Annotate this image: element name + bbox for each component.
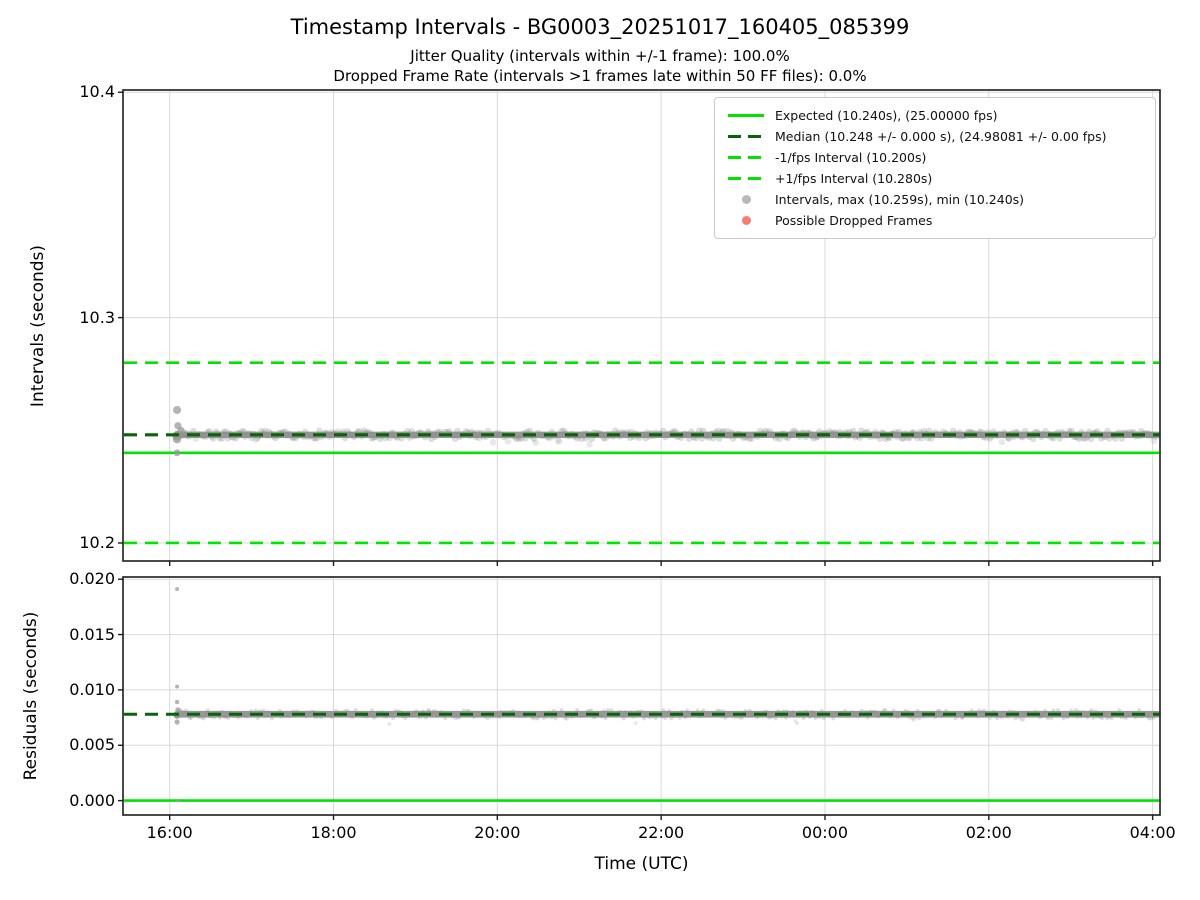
subtitle-jitter-quality: Jitter Quality (intervals within +/-1 fr… [410, 47, 790, 65]
legend-item-expected: Expected (10.240s), (25.00000 fps) [723, 105, 1149, 126]
x-tick-label: 04:00 [1129, 823, 1176, 842]
x-tick-label: 02:00 [965, 823, 1012, 842]
legend-item-median: Median (10.248 +/- 0.000 s), (24.98081 +… [723, 126, 1149, 147]
minus-1fps-line-marker [723, 156, 769, 159]
legend-item-dropped-frames: Possible Dropped Frames [723, 210, 1149, 231]
y-tick-label: 0.005 [69, 735, 115, 755]
x-tick-label: 20:00 [474, 823, 521, 842]
y-tick-label: 0.015 [69, 624, 115, 644]
legend-item-plus-1fps: +1/fps Interval (10.280s) [723, 168, 1149, 189]
legend-item-intervals: Intervals, max (10.259s), min (10.240s) [723, 189, 1149, 210]
x-tick-label: 16:00 [146, 823, 193, 842]
median-line-marker [723, 135, 769, 138]
x-axis-label: Time (UTC) [594, 854, 689, 874]
chart-title: Timestamp Intervals - BG0003_20251017_16… [290, 15, 910, 39]
intervals-dot-marker [723, 195, 769, 204]
plus-1fps-line-marker [723, 177, 769, 180]
y-tick-label: 10.2 [79, 532, 115, 552]
subtitle-dropped-frame-rate: Dropped Frame Rate (intervals >1 frames … [333, 67, 867, 85]
expected-line-marker [723, 114, 769, 117]
x-tick-label: 22:00 [638, 823, 685, 842]
y-tick-label: 0.020 [69, 569, 115, 589]
y-tick-label: 10.4 [79, 82, 115, 102]
x-tick-label: 18:00 [310, 823, 357, 842]
dropped-frames-dot-marker [723, 216, 769, 225]
legend-item-minus-1fps: -1/fps Interval (10.200s) [723, 147, 1149, 168]
y-tick-label: 0.010 [69, 679, 115, 699]
y-tick-label: 0.000 [69, 790, 115, 810]
legend: Expected (10.240s), (25.00000 fps) Media… [714, 97, 1156, 239]
y-axis-label-intervals: Intervals (seconds) [28, 244, 48, 408]
x-tick-label: 00:00 [801, 823, 849, 842]
y-tick-label: 10.3 [79, 307, 115, 327]
